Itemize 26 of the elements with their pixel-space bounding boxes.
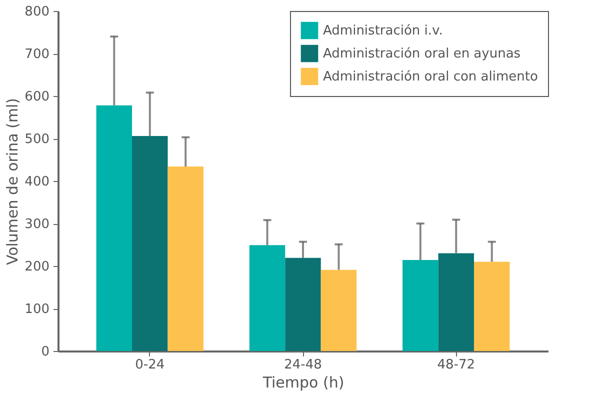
y-tick-label: 600 bbox=[24, 90, 50, 104]
y-tick-label: 200 bbox=[24, 260, 50, 274]
x-tick-label: 24-48 bbox=[284, 358, 322, 372]
bar bbox=[168, 166, 204, 351]
legend-label: Administración i.v. bbox=[323, 24, 443, 38]
y-tick-label: 0 bbox=[41, 344, 50, 360]
bar bbox=[474, 262, 510, 351]
y-tick-label: 100 bbox=[24, 302, 50, 317]
y-tick-label: 700 bbox=[24, 47, 50, 62]
x-tick-label: 0-24 bbox=[135, 358, 165, 372]
bar bbox=[438, 253, 474, 351]
y-axis-title: Volumen de orina (ml) bbox=[4, 98, 22, 266]
y-tick-label: 800 bbox=[24, 4, 50, 20]
bar bbox=[96, 105, 132, 351]
x-tick-label: 48-72 bbox=[437, 358, 476, 372]
x-axis-title: Tiempo (h) bbox=[262, 374, 344, 392]
bar bbox=[402, 260, 438, 351]
bar bbox=[132, 136, 168, 351]
legend-label: Administración oral en ayunas bbox=[323, 46, 521, 62]
bar bbox=[285, 258, 321, 351]
legend-label: Administración oral con alimento bbox=[323, 70, 538, 84]
y-tick-label: 500 bbox=[24, 132, 50, 147]
bar bbox=[320, 270, 357, 351]
y-tick-label: 400 bbox=[24, 174, 50, 190]
y-tick-label: 300 bbox=[24, 217, 50, 232]
bar bbox=[249, 245, 286, 351]
